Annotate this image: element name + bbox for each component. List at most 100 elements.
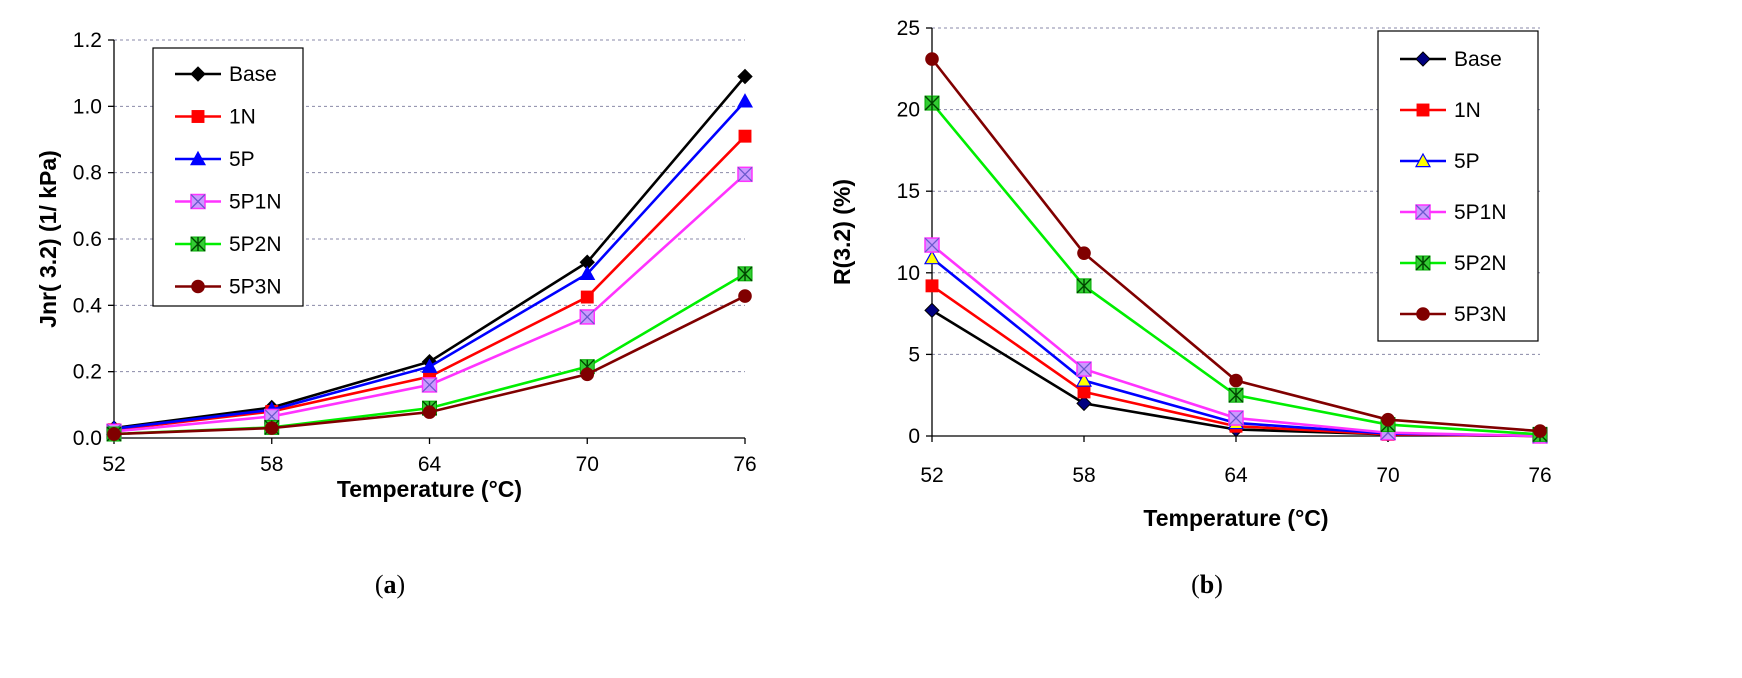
y-axis-label: R(3.2) (%): [829, 179, 855, 285]
series-5p3n: [925, 52, 1547, 438]
y-axis-label: Jnr( 3.2) (1/ kPa): [35, 150, 61, 328]
legend-label-1n: 1N: [1454, 99, 1481, 122]
data-point-5p1n-cross: [1076, 361, 1092, 377]
legend-label-base: Base: [1454, 48, 1502, 71]
data-point-5p2n: [1076, 278, 1092, 294]
data-point-5p1n: [1228, 410, 1244, 426]
panel-label-letter: b: [1200, 570, 1214, 599]
panel-label-close: ): [1214, 570, 1223, 599]
x-tick-label: 76: [733, 453, 756, 476]
data-point-5p1n: [1076, 361, 1092, 377]
y-tick-label: 1.2: [73, 29, 102, 52]
data-point-1n: [580, 290, 594, 304]
legend-marker-5p2n: [190, 236, 206, 252]
y-tick-label: 0.0: [73, 427, 102, 450]
y-tick-label: 10: [897, 262, 920, 285]
data-point-5p1n: [737, 166, 753, 183]
legend-label-5p: 5P: [229, 148, 255, 171]
legend-marker-5p2n-cross: [1415, 255, 1431, 271]
data-point-1n: [1077, 385, 1091, 399]
legend-label-5p3n: 5P3N: [229, 276, 282, 299]
data-point-1n: [738, 129, 752, 143]
data-point-5p1n: [579, 309, 595, 325]
panel-label-open: (: [375, 570, 384, 599]
data-point-5p1n-cross: [422, 377, 437, 393]
data-point-5p3n: [107, 427, 121, 441]
legend-marker-5p3n: [191, 279, 205, 294]
x-tick-label: 58: [260, 453, 283, 476]
x-tick-label: 70: [1376, 464, 1399, 487]
x-tick-label: 64: [418, 453, 442, 476]
legend-marker-5p: [1414, 152, 1432, 168]
series-5p3n: [107, 289, 752, 441]
panel-label: (a): [375, 570, 405, 599]
legend-label-base: Base: [229, 63, 277, 86]
data-point-1n: [925, 279, 939, 293]
data-point-5p1n-cross: [1228, 410, 1244, 426]
legend-box: [152, 47, 304, 307]
y-tick-label: 0.6: [73, 228, 102, 251]
data-point-5p2n-cross: [924, 95, 940, 111]
legend-marker-5p1n-cross: [190, 194, 206, 209]
data-point-5p: [1075, 372, 1093, 387]
x-axis-label: Temperature (°C): [337, 476, 522, 502]
data-point-5p: [736, 93, 754, 108]
panel-label-close: ): [397, 570, 406, 599]
legend-marker-5p3n: [1416, 307, 1430, 321]
x-tick-label: 70: [576, 453, 599, 476]
data-point-5p1n-cross: [737, 166, 753, 182]
data-point-5p: [923, 249, 941, 265]
data-point-5p3n: [1381, 412, 1395, 427]
data-point-base: [924, 302, 940, 319]
data-point-5p3n: [738, 289, 752, 303]
panel-label: (b): [1191, 570, 1223, 599]
data-point-base: [1076, 395, 1092, 412]
legend-label-5p1n: 5P1N: [1454, 201, 1507, 224]
legend: Base 1N 5P 5P1N 5P2N 5P3N: [152, 47, 304, 307]
y-tick-label: 0: [908, 425, 920, 448]
data-point-5p3n: [1077, 246, 1091, 261]
data-point-5p2n: [924, 95, 940, 111]
legend: Base 1N 5P 5P1N 5P2N 5P3N: [1377, 30, 1539, 342]
chart-panel-b: 0 5 10 15 20 25 52 58 64 70 76 Temperature (°C) R(3.…: [829, 17, 1552, 599]
legend-marker-base: [1415, 51, 1431, 67]
data-point-5p1n: [924, 237, 940, 253]
data-point-5p: [421, 358, 438, 373]
y-tick-label: 0.4: [73, 294, 103, 317]
panel-label-open: (: [1191, 570, 1200, 599]
legend-box: [1377, 30, 1539, 342]
data-point-5p1n-cross: [579, 309, 595, 325]
x-tick-label: 52: [102, 453, 125, 476]
legend-marker-base: [190, 66, 206, 82]
data-point-5p3n: [1229, 373, 1243, 388]
data-point-5p3n: [422, 405, 437, 419]
legend-label-5p2n: 5P2N: [1454, 252, 1507, 275]
y-tick-label: 1.0: [73, 95, 102, 118]
data-point-5p1n-cross: [924, 237, 940, 253]
data-point-5p2n-cross: [1076, 278, 1092, 294]
legend-label-5p: 5P: [1454, 150, 1480, 173]
legend-marker-5p2n-cross: [190, 236, 206, 252]
data-point-5p3n: [925, 52, 939, 66]
x-tick-label: 52: [920, 464, 943, 487]
data-point-5p2n: [1228, 387, 1244, 403]
y-tick-label: 5: [908, 343, 920, 366]
data-point-5p2n-cross: [1228, 387, 1244, 403]
data-point-5p: [579, 265, 596, 281]
legend-marker-5p: [189, 150, 207, 166]
y-tick-label: 15: [897, 180, 920, 203]
data-point-5p2n: [737, 266, 753, 282]
legend-label-5p2n: 5P2N: [229, 233, 282, 256]
legend-label-5p3n: 5P3N: [1454, 303, 1507, 326]
legend-label-1n: 1N: [229, 106, 256, 129]
legend-marker-5p1n: [190, 193, 206, 210]
data-point-5p3n: [1533, 424, 1547, 438]
legend-label-5p1n: 5P1N: [229, 191, 282, 214]
data-point-base: [737, 68, 753, 85]
legend-marker-5p2n: [1415, 255, 1431, 271]
y-tick-label: 20: [897, 99, 920, 122]
data-point-5p1n: [421, 377, 438, 393]
legend-marker-5p1n: [1415, 204, 1431, 220]
x-tick-label: 58: [1072, 464, 1095, 487]
